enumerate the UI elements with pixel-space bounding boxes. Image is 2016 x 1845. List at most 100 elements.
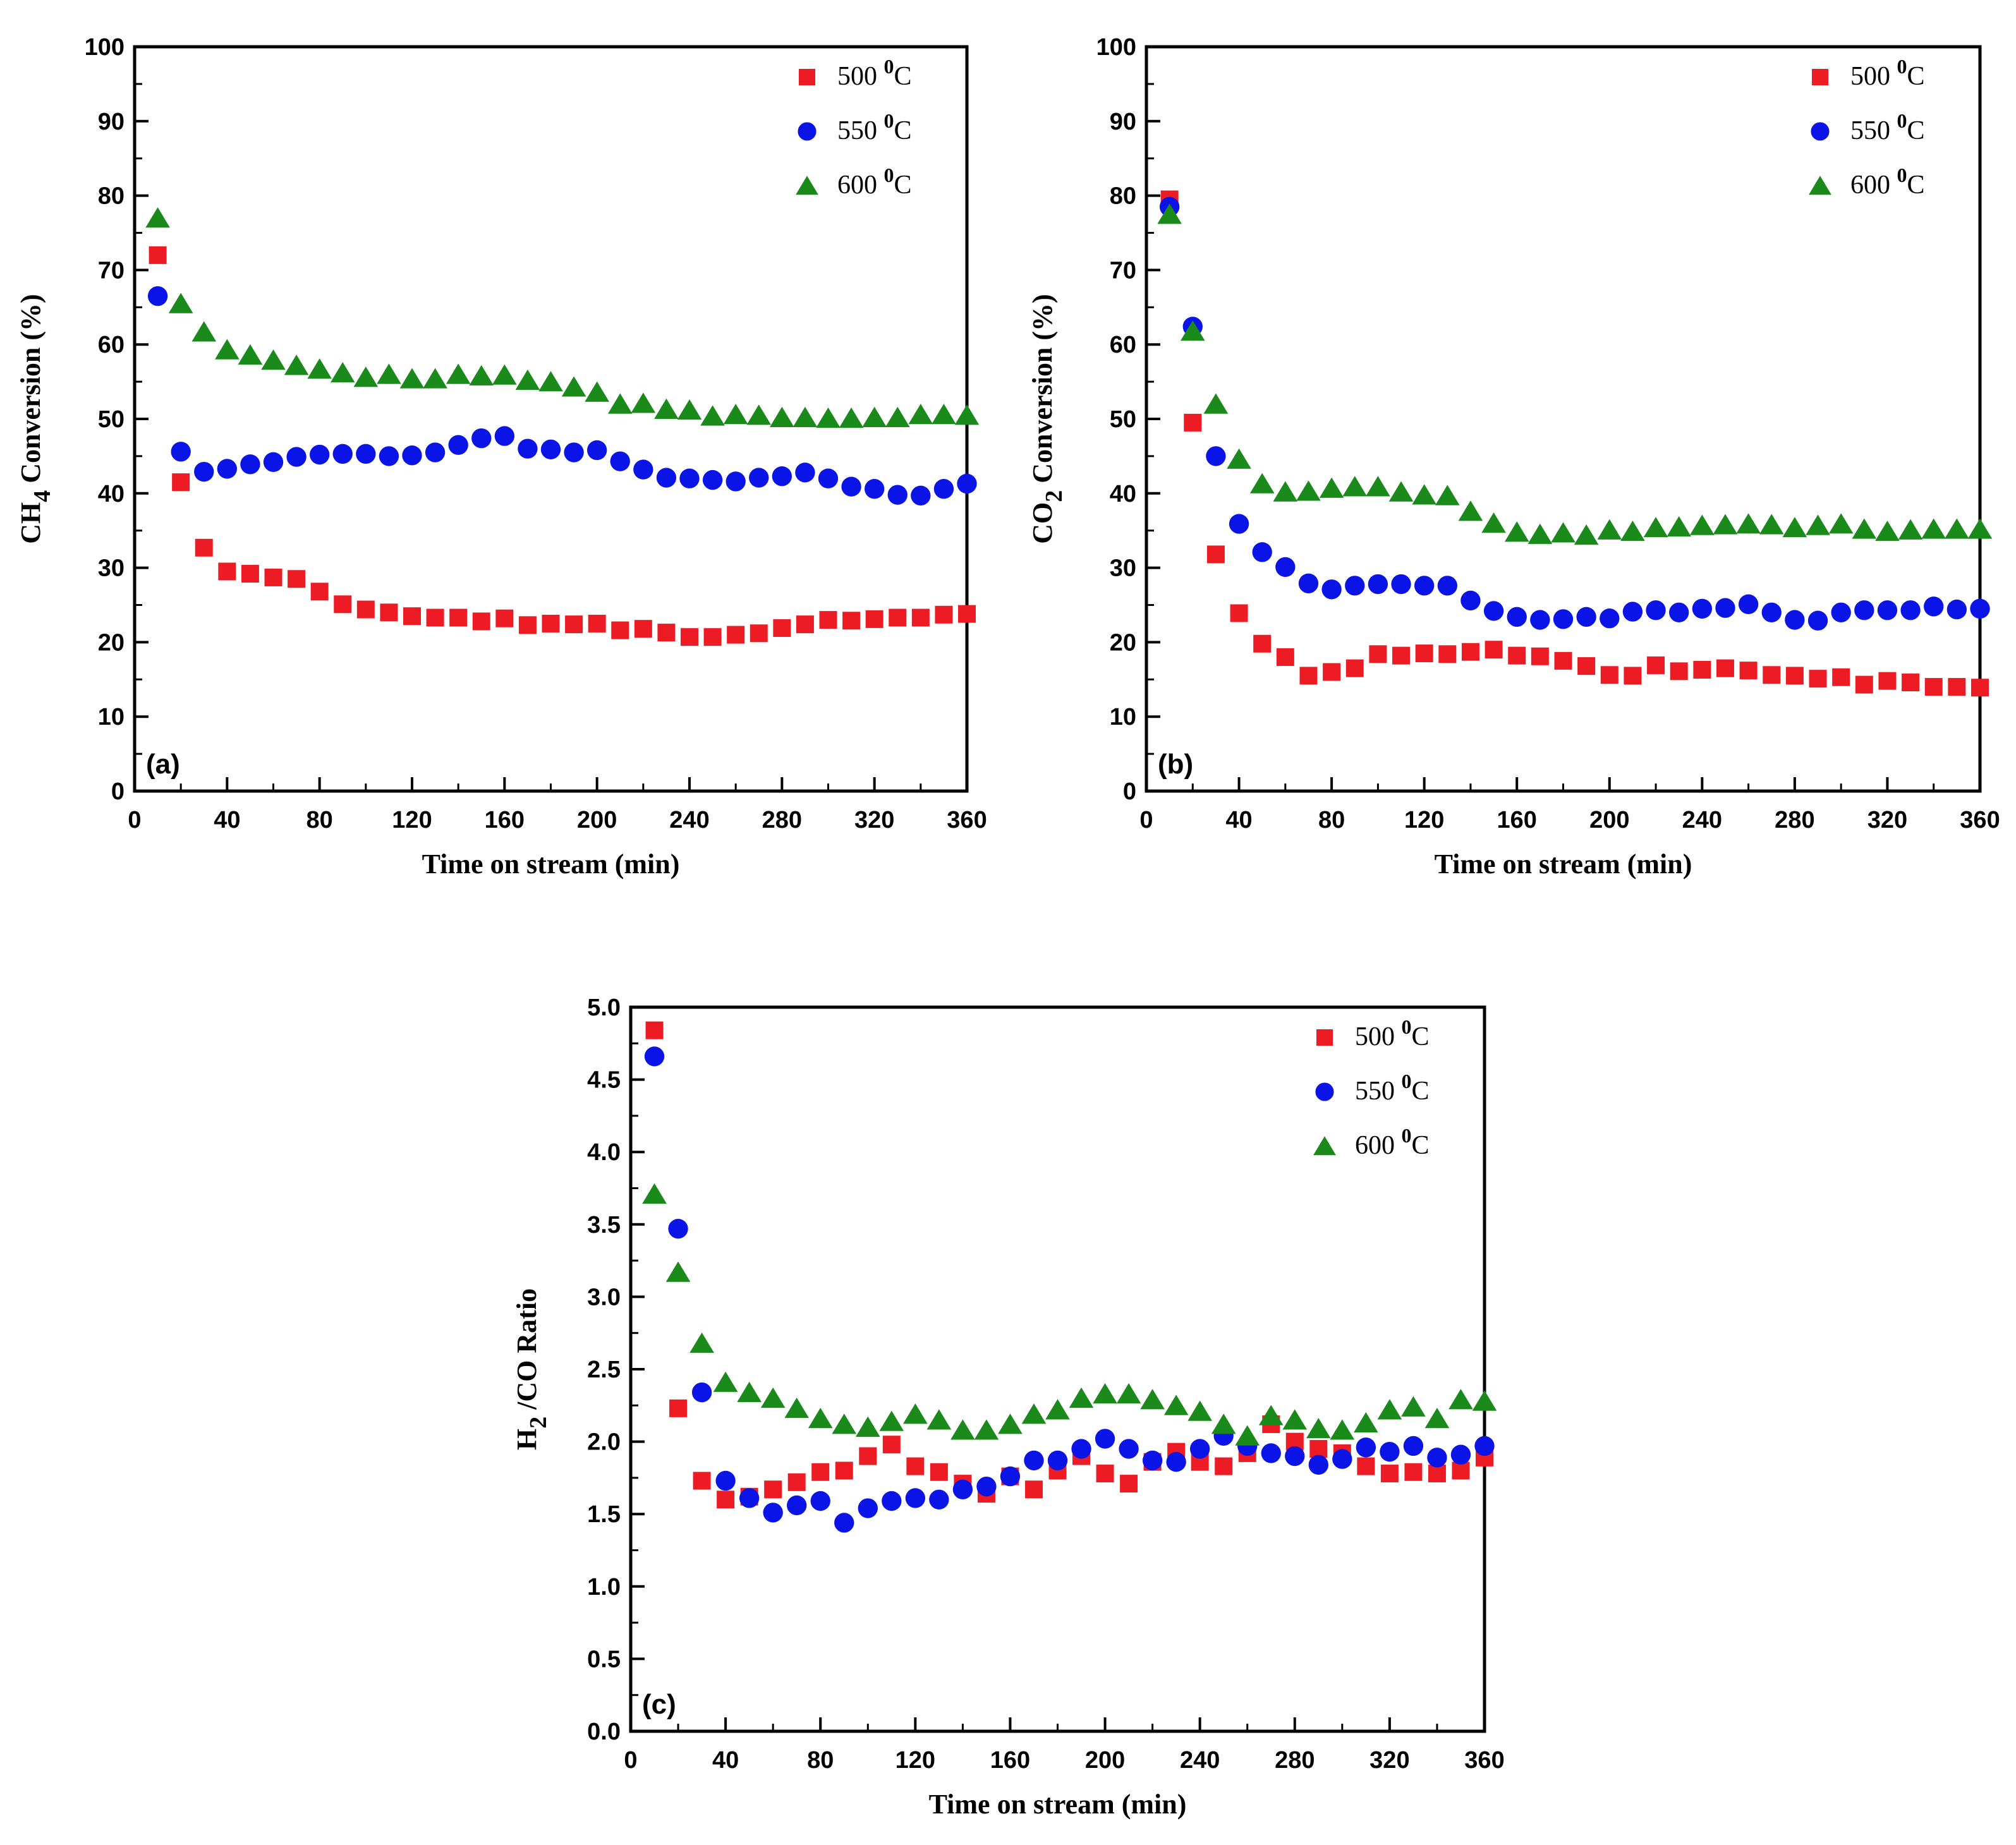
data-point <box>1647 656 1665 674</box>
data-point <box>1828 513 1854 534</box>
data-point <box>764 1480 782 1499</box>
data-point <box>1597 519 1622 540</box>
data-point <box>796 615 814 634</box>
data-point <box>1504 521 1529 542</box>
x-tick-label: 0 <box>1139 807 1153 833</box>
data-point <box>1736 513 1761 534</box>
data-point <box>1428 1465 1446 1483</box>
data-point <box>1785 667 1804 685</box>
data-point <box>1481 512 1506 533</box>
y-tick-label: 5.0 <box>587 995 621 1021</box>
x-tick-label: 40 <box>1225 807 1252 833</box>
data-point <box>1332 1449 1352 1469</box>
x-tick-label: 360 <box>1960 807 2000 833</box>
data-point <box>1852 518 1877 539</box>
x-tick-label: 240 <box>1180 1747 1220 1774</box>
data-point <box>1230 604 1248 622</box>
data-point <box>1163 1394 1189 1415</box>
data-point <box>1249 473 1275 493</box>
data-point <box>1831 602 1851 622</box>
data-point <box>145 207 170 228</box>
legend-label-value: 500 <box>837 62 884 91</box>
data-point <box>1000 1466 1021 1487</box>
data-point <box>642 1183 667 1204</box>
data-point <box>727 626 745 644</box>
data-point <box>841 476 861 497</box>
data-point <box>1414 576 1435 596</box>
data-point <box>1258 1405 1284 1425</box>
data-point <box>194 461 214 482</box>
data-point <box>882 1436 901 1454</box>
legend-marker <box>1316 1029 1333 1046</box>
data-point <box>855 1416 880 1437</box>
data-point <box>469 365 494 385</box>
data-point <box>1345 659 1364 677</box>
data-point <box>689 1332 714 1353</box>
data-point <box>1759 514 1784 535</box>
data-point <box>195 538 213 557</box>
y-tick-label: 2.5 <box>587 1357 621 1383</box>
data-point <box>1435 485 1460 505</box>
data-point <box>1282 1409 1308 1430</box>
x-tick-label: 80 <box>807 1747 834 1774</box>
data-point <box>1448 1389 1473 1410</box>
data-point <box>1120 1475 1138 1493</box>
data-point <box>492 364 517 385</box>
x-axis-title: Time on stream (min) <box>422 849 680 880</box>
data-point <box>691 1382 712 1403</box>
data-point <box>1438 645 1457 663</box>
legend-label: 500 0C <box>837 55 912 91</box>
y-axis-title-subscript: 2 <box>525 1417 552 1429</box>
data-point <box>1215 1457 1233 1475</box>
data-point <box>1472 1390 1497 1411</box>
legend-marker <box>796 176 818 195</box>
legend-label-value: 550 <box>837 116 884 145</box>
data-point <box>610 451 630 471</box>
data-point <box>425 442 446 463</box>
y-tick-label: 2.0 <box>587 1429 621 1456</box>
data-point <box>681 628 698 646</box>
y-tick-label: 100 <box>85 34 124 61</box>
data-point <box>449 608 468 627</box>
data-point <box>885 406 910 427</box>
y-axis-title-main: CH <box>15 502 46 544</box>
x-tick-label: 200 <box>577 807 617 833</box>
data-point <box>1166 1452 1186 1472</box>
data-point <box>1527 523 1553 544</box>
data-point <box>1667 516 1692 537</box>
x-tick-label: 0 <box>128 807 141 833</box>
data-point <box>1967 518 1993 539</box>
y-tick-label: 70 <box>98 257 124 284</box>
y-tick-label: 40 <box>98 481 124 507</box>
data-point <box>1452 1461 1470 1480</box>
data-point <box>654 398 679 419</box>
y-tick-label: 90 <box>1110 109 1136 135</box>
data-point <box>1368 574 1388 595</box>
data-point <box>1690 514 1715 535</box>
data-point <box>1403 1436 1424 1456</box>
data-point <box>1424 1408 1450 1429</box>
data-point <box>168 293 193 313</box>
data-point <box>171 442 191 462</box>
plot-frame <box>629 1005 1486 1733</box>
data-point <box>1047 1450 1068 1471</box>
data-point <box>834 1513 854 1533</box>
data-point <box>448 435 468 455</box>
data-point <box>858 1498 878 1518</box>
x-tick-label: 40 <box>214 807 240 833</box>
data-point <box>1356 1437 1376 1458</box>
data-point <box>864 479 885 499</box>
data-point <box>264 568 282 586</box>
y-axis-title-rest: Conversion (%) <box>1027 294 1058 490</box>
series-circle <box>1159 197 1990 631</box>
y-axis-title-main: H <box>511 1429 542 1450</box>
data-point <box>1235 1425 1260 1446</box>
data-point <box>288 570 306 588</box>
legend-label-degree: 0 <box>1897 109 1907 132</box>
legend-label-value: 600 <box>1850 171 1897 200</box>
legend-label-degree: 0 <box>1402 1070 1412 1092</box>
data-point <box>1761 602 1782 622</box>
y-tick-label: 50 <box>1110 406 1136 433</box>
data-point <box>1296 480 1321 501</box>
